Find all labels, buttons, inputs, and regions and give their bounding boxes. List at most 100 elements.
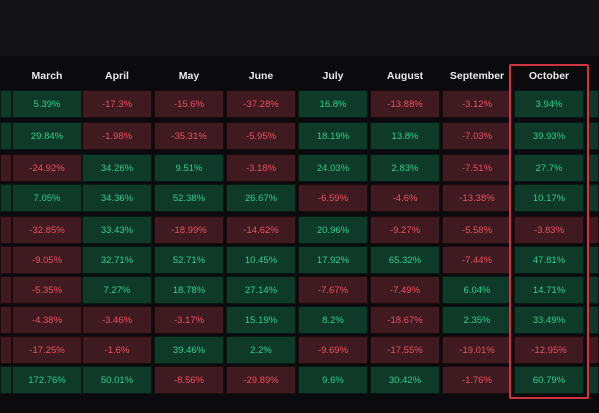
return-cell-may: -35.31% [154, 122, 224, 150]
table-cell-partial [586, 276, 599, 304]
return-cell-june: 10.45% [226, 246, 296, 274]
return-cell-may: 18.78% [154, 276, 224, 304]
return-cell-june: -5.95% [226, 122, 296, 150]
return-cell-august: 65.32% [370, 246, 440, 274]
table-cell-partial [0, 122, 12, 150]
top-toolbar-area [0, 0, 599, 56]
return-cell-march: -4.38% [12, 306, 82, 334]
return-cell-september: -7.44% [442, 246, 512, 274]
table-cell-partial [0, 306, 12, 334]
return-cell-march: -32.85% [12, 216, 82, 244]
column-header-august[interactable]: August [386, 70, 424, 82]
table-cell-partial [586, 216, 599, 244]
return-cell-march: -17.25% [12, 336, 82, 364]
return-cell-july: -9.69% [298, 336, 368, 364]
return-cell-april: -3.46% [82, 306, 152, 334]
return-cell-june: 15.19% [226, 306, 296, 334]
return-cell-april: 7.27% [82, 276, 152, 304]
return-cell-june: -14.62% [226, 216, 296, 244]
table-cell-partial [586, 184, 599, 212]
table-cell-partial [0, 276, 12, 304]
table-row: 172.76% 50.01% -8.56% -29.89% 9.6% 30.42% -1.7… [0, 366, 599, 396]
return-cell-may: 9.51% [154, 154, 224, 182]
return-cell-may: -8.56% [154, 366, 224, 394]
table-cell-partial [0, 366, 12, 394]
column-header-march[interactable]: March [31, 70, 63, 82]
table-cell-partial [586, 246, 599, 274]
return-cell-october: 60.79% [514, 366, 584, 394]
return-cell-october: 3.94% [514, 90, 584, 118]
return-cell-september: -7.51% [442, 154, 512, 182]
return-cell-april: 50.01% [82, 366, 152, 394]
return-cell-august: 2.83% [370, 154, 440, 182]
return-cell-may: 52.71% [154, 246, 224, 274]
return-cell-august: -17.55% [370, 336, 440, 364]
return-cell-october: 27.7% [514, 154, 584, 182]
return-cell-july: 20.96% [298, 216, 368, 244]
return-cell-april: -17.3% [82, 90, 152, 118]
table-cell-partial [586, 154, 599, 182]
return-cell-september: 2.35% [442, 306, 512, 334]
table-row: -24.92% 34.26% 9.51% -3.18% 24.03% 2.83% -7.51… [0, 154, 599, 184]
return-cell-march: 5.39% [12, 90, 82, 118]
return-cell-september: -7.03% [442, 122, 512, 150]
column-header-may[interactable]: May [178, 70, 200, 82]
return-cell-august: -7.49% [370, 276, 440, 304]
return-cell-march: -5.35% [12, 276, 82, 304]
return-cell-june: 27.14% [226, 276, 296, 304]
return-cell-august: -9.27% [370, 216, 440, 244]
return-cell-may: 52.38% [154, 184, 224, 212]
return-cell-june: -29.89% [226, 366, 296, 394]
column-header-october[interactable]: October [528, 70, 570, 82]
return-cell-october: 39.93% [514, 122, 584, 150]
table-row: 29.84% -1.98% -35.31% -5.95% 18.19% 13.8% -7.0… [0, 122, 599, 152]
table-header-row: March April May June July August September Octo… [0, 62, 599, 90]
return-cell-march: -24.92% [12, 154, 82, 182]
return-cell-september: -19.01% [442, 336, 512, 364]
return-cell-august: -18.67% [370, 306, 440, 334]
table-row: -9.05% 32.71% 52.71% 10.45% 17.92% 65.32% -7.4… [0, 246, 599, 276]
return-cell-july: 8.2% [298, 306, 368, 334]
table-cell-partial [0, 246, 12, 274]
return-cell-july: 16.8% [298, 90, 368, 118]
return-cell-october: -12.95% [514, 336, 584, 364]
return-cell-april: 34.36% [82, 184, 152, 212]
table-row: -17.25% -1.6% 39.46% 2.2% -9.69% -17.55% -19.0… [0, 336, 599, 366]
table-cell-partial [586, 366, 599, 394]
return-cell-august: 30.42% [370, 366, 440, 394]
table-row: -4.38% -3.46% -3.17% 15.19% 8.2% -18.67% 2.35%… [0, 306, 599, 336]
return-cell-may: -18.99% [154, 216, 224, 244]
return-cell-september: -13.38% [442, 184, 512, 212]
return-cell-june: -3.18% [226, 154, 296, 182]
return-cell-april: 32.71% [82, 246, 152, 274]
return-cell-may: 39.46% [154, 336, 224, 364]
return-cell-june: 2.2% [226, 336, 296, 364]
return-cell-august: -4.6% [370, 184, 440, 212]
return-cell-august: -13.88% [370, 90, 440, 118]
return-cell-july: 17.92% [298, 246, 368, 274]
return-cell-march: 7.05% [12, 184, 82, 212]
table-cell-partial [0, 154, 12, 182]
column-header-april[interactable]: April [105, 70, 129, 82]
table-cell-partial [586, 90, 599, 118]
return-cell-september: -1.76% [442, 366, 512, 394]
return-cell-august: 13.8% [370, 122, 440, 150]
table-cell-partial [586, 306, 599, 334]
return-cell-october: 47.81% [514, 246, 584, 274]
table-cell-partial [0, 336, 12, 364]
table-row: 7.05% 34.36% 52.38% 26.67% -6.59% -4.6% -13.38… [0, 184, 599, 214]
table-cell-partial [0, 90, 12, 118]
return-cell-june: 26.67% [226, 184, 296, 212]
return-cell-july: 9.6% [298, 366, 368, 394]
return-cell-march: 29.84% [12, 122, 82, 150]
return-cell-october: -3.83% [514, 216, 584, 244]
column-header-september[interactable]: September [449, 70, 505, 82]
return-cell-july: 18.19% [298, 122, 368, 150]
return-cell-may: -15.6% [154, 90, 224, 118]
return-cell-july: -6.59% [298, 184, 368, 212]
column-header-july[interactable]: July [322, 70, 344, 82]
return-cell-april: -1.6% [82, 336, 152, 364]
return-cell-july: 24.03% [298, 154, 368, 182]
column-header-june[interactable]: June [248, 70, 274, 82]
table-cell-partial [0, 184, 12, 212]
